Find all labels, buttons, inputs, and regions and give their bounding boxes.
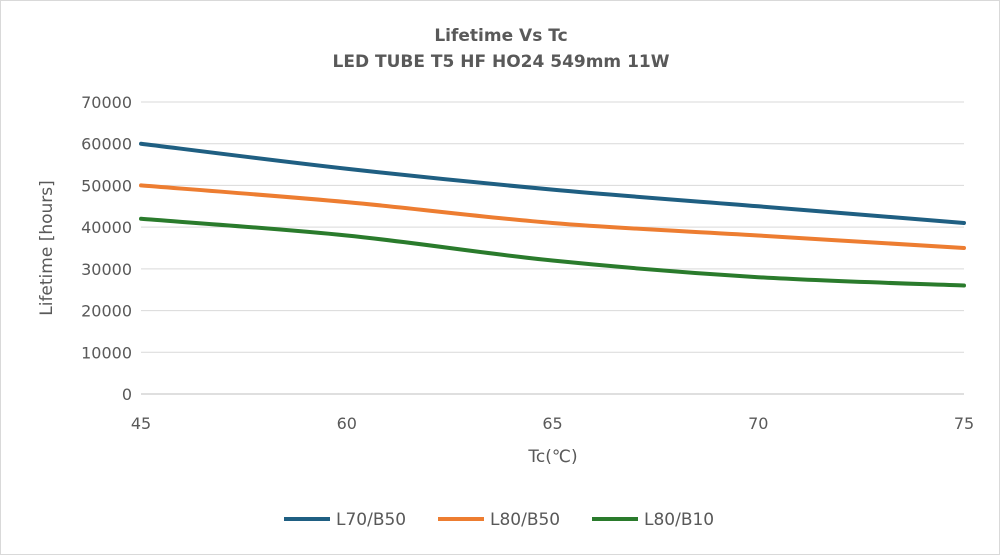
- series-line-l80-b50: [139, 183, 966, 250]
- chart-title-line-1: Lifetime Vs Tc: [434, 26, 567, 46]
- x-tick-label: 65: [542, 414, 562, 433]
- y-tick-label: 20000: [81, 302, 132, 321]
- x-tick-label: 70: [748, 414, 768, 433]
- chart-title-line-2: LED TUBE T5 HF HO24 549mm 11W: [333, 52, 670, 72]
- x-axis-label: Tc(℃): [527, 447, 577, 467]
- x-tick-label: 45: [131, 414, 151, 433]
- y-tick-label: 10000: [81, 343, 132, 362]
- x-tick-label: 60: [337, 414, 357, 433]
- y-axis-label: Lifetime [hours]: [37, 180, 57, 316]
- y-tick-label: 60000: [81, 135, 132, 154]
- legend-label: L80/B50: [490, 510, 560, 530]
- legend-label: L70/B50: [336, 510, 406, 530]
- x-tick-label: 75: [954, 414, 974, 433]
- series-line-l80-b10: [139, 216, 966, 288]
- y-tick-label: 50000: [81, 176, 132, 195]
- series-line-l70-b50: [139, 141, 966, 225]
- legend-label: L80/B10: [644, 510, 714, 530]
- y-tick-label: 40000: [81, 218, 132, 237]
- y-tick-label: 70000: [81, 93, 132, 112]
- y-tick-label: 30000: [81, 260, 132, 279]
- y-tick-label: 0: [122, 385, 132, 404]
